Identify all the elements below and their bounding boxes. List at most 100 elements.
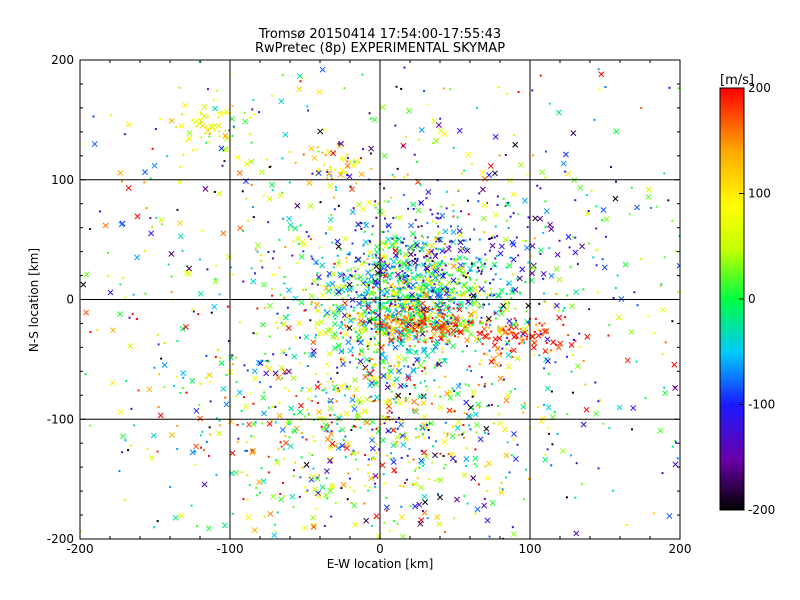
scatter-x-mark [256,479,263,486]
scatter-x-mark [327,182,334,189]
scatter-dot-mark [414,219,417,222]
scatter-x-mark [407,348,413,355]
scatter-dot-mark [249,392,252,395]
scatter-dot-mark [367,489,370,492]
scatter-dot-mark [96,328,99,331]
scatter-x-mark [544,358,551,364]
scatter-dot-mark [268,335,271,338]
scatter-dot-mark [533,330,536,333]
scatter-dot-mark [535,340,538,343]
scatter-dot-mark [507,227,510,230]
scatter-dot-mark [425,325,428,328]
scatter-dot-mark [356,338,359,341]
scatter-x-mark [657,427,664,434]
scatter-x-mark [556,276,563,283]
scatter-dot-mark [233,126,236,129]
scatter-dot-mark [422,288,425,291]
scatter-dot-mark [489,288,492,291]
scatter-dot-mark [351,394,354,397]
colorbar-tick-label: -200 [748,503,775,517]
scatter-dot-mark [417,331,420,334]
scatter-x-mark [403,397,410,404]
scatter-dot-mark [326,497,329,500]
scatter-dot-mark [306,105,309,108]
scatter-dot-mark [421,464,424,467]
scatter-dot-mark [387,200,390,203]
scatter-dot-mark [382,366,385,369]
scatter-dot-mark [383,294,386,297]
scatter-x-mark [465,413,472,420]
scatter-dot-mark [476,271,479,274]
scatter-dot-mark [522,240,525,243]
scatter-x-mark [266,365,272,372]
scatter-dot-mark [317,170,320,173]
scatter-dot-mark [433,479,436,482]
scatter-dot-mark [435,222,438,225]
scatter-x-mark [400,533,406,539]
scatter-dot-mark [453,410,456,413]
scatter-dot-mark [494,257,497,260]
scatter-dot-mark [527,323,530,326]
scatter-x-mark [197,290,204,297]
scatter-dot-mark [443,243,446,246]
scatter-dot-mark [452,302,455,305]
scatter-dot-mark [278,401,281,404]
scatter-dot-mark [615,180,618,183]
scatter-x-mark [456,228,463,235]
scatter-dot-mark [517,90,520,93]
scatter-dot-mark [325,477,328,480]
scatter-dot-mark [156,450,159,453]
scatter-dot-mark [447,314,450,317]
scatter-dot-mark [260,254,263,257]
scatter-dot-mark [411,313,414,316]
scatter-dot-mark [269,385,272,388]
scatter-dot-mark [456,330,459,333]
scatter-dot-mark [310,255,313,258]
scatter-x-mark [556,314,563,321]
scatter-dot-mark [182,376,185,379]
scatter-dot-mark [373,311,376,314]
scatter-dot-mark [371,435,374,438]
scatter-x-mark [424,276,431,283]
scatter-x-mark [388,368,394,375]
scatter-dot-mark [394,321,397,324]
scatter-dot-mark [409,307,412,310]
scatter-dot-mark [616,274,619,277]
scatter-dot-mark [283,282,286,285]
scatter-dot-mark [397,282,400,285]
scatter-x-mark [506,262,513,269]
scatter-x-mark [351,406,358,412]
scatter-dot-mark [273,523,276,526]
scatter-x-mark [331,442,338,449]
scatter-dot-mark [354,260,357,263]
scatter-x-mark [359,261,365,267]
scatter-dot-mark [432,220,435,223]
scatter-dot-mark [200,446,203,449]
scatter-x-mark [507,177,513,184]
scatter-dot-mark [348,361,351,364]
scatter-dot-mark [399,267,402,270]
scatter-dot-mark [269,165,272,168]
scatter-dot-mark [377,202,380,205]
scatter-dot-mark [486,353,489,356]
scatter-dot-mark [391,294,394,297]
scatter-dot-mark [278,266,281,269]
scatter-x-mark [331,321,338,327]
scatter-dot-mark [437,319,440,322]
scatter-x-mark [420,306,427,313]
scatter-dot-mark [276,327,279,330]
scatter-dot-mark [199,434,202,437]
scatter-dot-mark [499,309,502,312]
scatter-dot-mark [434,440,437,443]
scatter-dot-mark [481,268,484,271]
scatter-x-mark [510,531,517,538]
scatter-dot-mark [543,403,546,406]
scatter-dot-mark [369,318,372,321]
scatter-dot-mark [442,273,445,276]
scatter-dot-mark [376,277,379,280]
scatter-dot-mark [405,259,408,262]
scatter-x-mark [390,459,397,465]
scatter-x-mark [475,401,482,408]
scatter-dot-mark [363,230,366,233]
